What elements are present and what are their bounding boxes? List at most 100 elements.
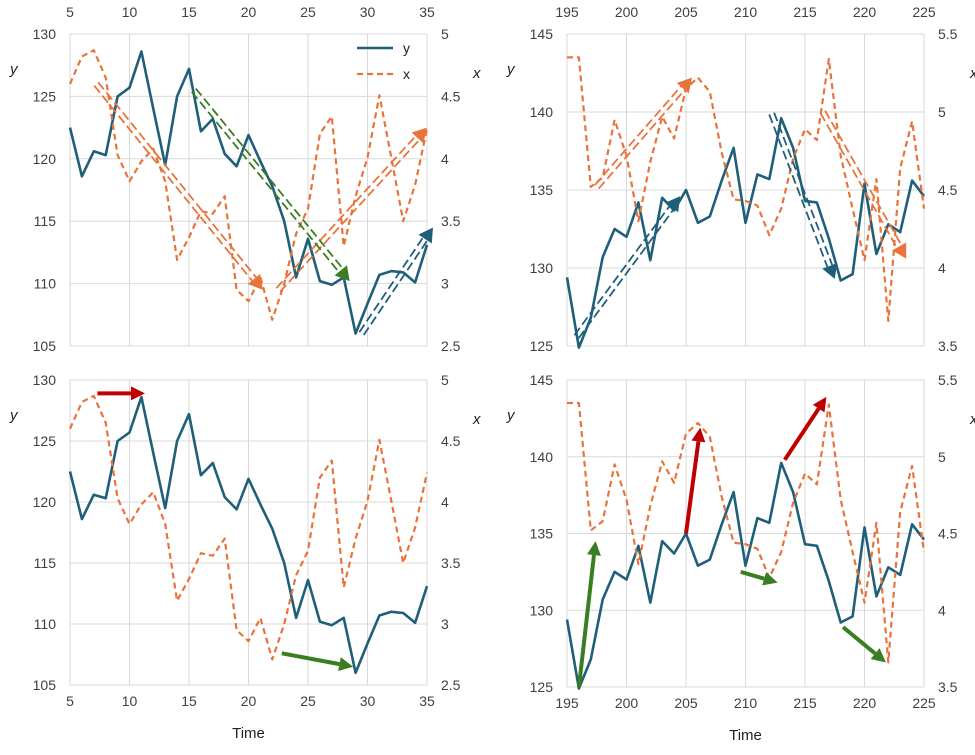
arrow-head xyxy=(892,242,907,259)
x-tick-label: 225 xyxy=(912,4,936,20)
x-tick-label: 30 xyxy=(360,4,376,20)
panel-bottom-left: 5 10 15 20 25 30 35 105 110 115 120 125 130 2.5 3 3.5 4 4… xyxy=(9,372,481,742)
x-tick-label: 20 xyxy=(241,693,257,709)
arrow-head xyxy=(334,265,350,282)
y2-tick-label: 2.5 xyxy=(441,677,461,693)
y2-tick-label: 3.5 xyxy=(938,338,958,354)
arrow-shaft xyxy=(93,84,253,282)
x-tick-label: 5 xyxy=(66,693,74,709)
x-tick-label: 200 xyxy=(615,4,639,20)
arrow-shaft xyxy=(684,441,701,534)
x-tick-label: 215 xyxy=(793,4,817,20)
y-tick-label: 115 xyxy=(34,555,57,571)
arrow-head xyxy=(870,648,886,663)
y-tick-label: 145 xyxy=(530,372,554,388)
y2-axis-label: x xyxy=(969,411,975,428)
y2-tick-label: 2.5 xyxy=(441,338,461,354)
y-tick-label: 110 xyxy=(34,276,57,292)
x-tick-label: 25 xyxy=(300,4,316,20)
y-tick-label: 125 xyxy=(33,433,57,449)
x-tick-label: 10 xyxy=(122,693,138,709)
y-axis-label: y xyxy=(506,61,516,78)
y-tick-label: 135 xyxy=(530,182,554,198)
x-tick-label: 205 xyxy=(674,695,698,711)
y-tick-label: 120 xyxy=(33,494,57,510)
legend-label-y: y xyxy=(403,40,410,56)
x-tick-label: 20 xyxy=(241,4,257,20)
y2-axis-label: x xyxy=(969,65,975,82)
arrow-shaft xyxy=(783,407,821,461)
y2-axis-label: x xyxy=(472,65,481,82)
x-tick-label: 15 xyxy=(181,693,197,709)
y-tick-label: 105 xyxy=(33,677,57,693)
x-axis-label: Time xyxy=(232,725,265,742)
arrow-shaft xyxy=(841,625,877,656)
y2-tick-label: 3.5 xyxy=(938,679,958,695)
y-tick-label: 140 xyxy=(530,449,554,465)
y-tick-label: 125 xyxy=(530,679,554,695)
x-tick-label: 5 xyxy=(66,4,74,20)
y2-tick-label: 4.5 xyxy=(938,526,958,542)
x-tick-label: 15 xyxy=(181,4,197,20)
arrow-shaft xyxy=(275,135,417,289)
y2-tick-label: 3.5 xyxy=(441,555,461,571)
series-line-y xyxy=(565,116,926,349)
y2-tick-label: 4 xyxy=(938,260,946,276)
arrow-shaft xyxy=(279,139,421,293)
y-tick-label: 135 xyxy=(530,526,554,542)
series-line-x xyxy=(68,49,429,321)
y-tick-label: 125 xyxy=(33,88,57,104)
y2-tick-label: 4 xyxy=(441,151,449,167)
series-line-y xyxy=(68,395,429,675)
arrow-shaft xyxy=(281,651,340,667)
arrow-head xyxy=(130,386,145,401)
arrow-shaft xyxy=(577,208,675,339)
trend-arrow-green xyxy=(740,569,778,586)
trend-arrow-green xyxy=(841,625,886,663)
y-axis-label: y xyxy=(9,407,19,424)
y2-tick-label: 4.5 xyxy=(441,433,461,449)
y2-tick-label: 4.5 xyxy=(441,88,461,104)
arrow-head xyxy=(822,262,838,279)
trend-arrow-orange xyxy=(819,110,907,259)
x-tick-label: 10 xyxy=(122,4,138,20)
y2-tick-label: 3 xyxy=(441,616,449,632)
y2-tick-label: 5.5 xyxy=(938,26,958,42)
arrow-shaft xyxy=(768,114,829,268)
legend: yx xyxy=(357,40,410,82)
y-tick-label: 145 xyxy=(530,26,554,42)
y-tick-label: 130 xyxy=(33,26,57,42)
arrow-shaft xyxy=(191,91,340,273)
y2-tick-label: 5 xyxy=(938,449,946,465)
arrow-head xyxy=(587,541,601,556)
series-line-y xyxy=(565,461,926,690)
arrow-shaft xyxy=(362,240,429,336)
x-axis-label: Time xyxy=(729,727,762,744)
y2-tick-label: 5 xyxy=(441,26,449,42)
y2-tick-label: 5.5 xyxy=(938,372,958,388)
trend-arrow-green xyxy=(281,651,354,671)
legend-label-x: x xyxy=(403,66,410,82)
panel-top-right: 195 200 205 210 215 220 225 125 130 135 140 145 3.5 4… xyxy=(506,4,975,354)
arrow-shaft xyxy=(97,81,257,278)
arrow-shaft xyxy=(598,89,686,190)
x-tick-label: 200 xyxy=(615,695,639,711)
series-line-x xyxy=(68,394,429,661)
y2-tick-label: 4 xyxy=(441,494,449,510)
y2-tick-label: 3.5 xyxy=(441,213,461,229)
arrow-head xyxy=(812,396,827,413)
y-tick-label: 130 xyxy=(33,372,57,388)
arrow-head xyxy=(247,273,263,290)
y-tick-label: 125 xyxy=(530,338,554,354)
x-tick-label: 35 xyxy=(419,693,435,709)
y-tick-label: 110 xyxy=(34,616,57,632)
trend-arrow-orange xyxy=(275,127,427,293)
y-tick-label: 130 xyxy=(530,602,554,618)
x-tick-label: 205 xyxy=(674,4,698,20)
arrow-head xyxy=(418,227,433,244)
series-line-x xyxy=(567,401,926,664)
trend-arrow-red xyxy=(783,396,827,461)
arrow-shaft xyxy=(740,569,765,581)
arrow-head xyxy=(691,427,706,443)
y2-axis-label: x xyxy=(472,411,481,428)
